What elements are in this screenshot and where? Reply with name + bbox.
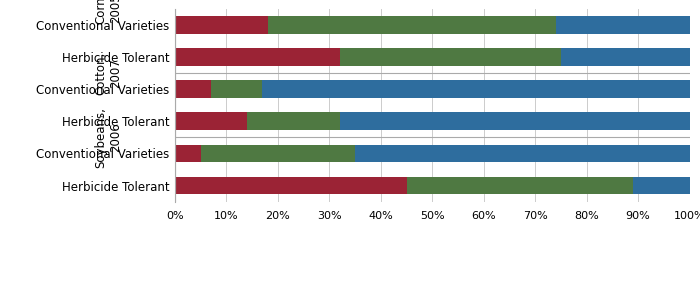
Bar [201,145,355,162]
Bar [407,177,633,194]
Bar [175,16,267,34]
Bar [175,80,211,98]
Bar [247,112,340,130]
Bar [556,16,690,34]
Bar [561,48,690,66]
Bar [175,112,247,130]
Text: Cotton,
2007: Cotton, 2007 [94,51,122,94]
Bar [355,145,690,162]
Bar [262,80,690,98]
Bar [633,177,690,194]
Bar [175,177,407,194]
Bar [211,80,262,98]
Bar [267,16,556,34]
Bar [175,48,340,66]
Bar [340,112,690,130]
Text: Soybeans,
2006: Soybeans, 2006 [94,107,122,168]
Text: Corn,
2005: Corn, 2005 [94,0,122,24]
Bar [175,145,201,162]
Bar [340,48,561,66]
